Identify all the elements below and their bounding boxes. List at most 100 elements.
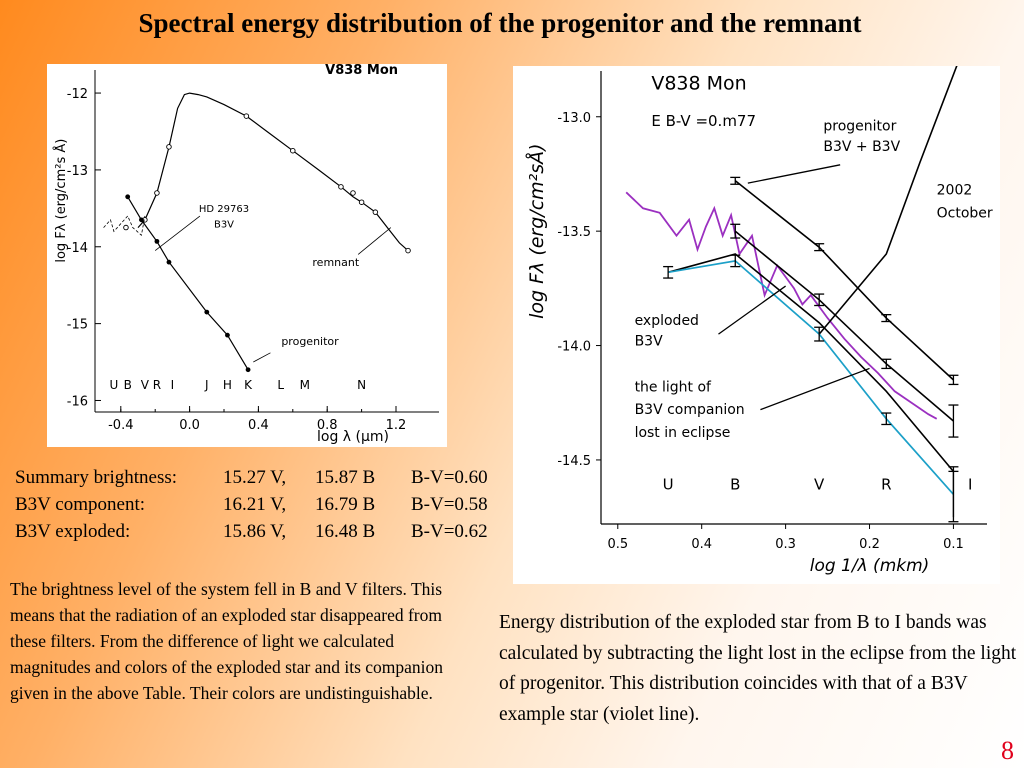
page-number: 8 [1001,736,1014,765]
chart-subtitle: E B-V =0.m77 [651,112,756,130]
y-tick-label: -13.5 [557,225,591,240]
remnant-point [338,184,344,190]
b3v-violet-curve [625,191,938,420]
progenitor-point [225,332,230,338]
x-tick-label: 0.0 [179,418,200,433]
band-label: R [153,378,161,392]
y-tick-label: -16 [67,394,88,409]
row-b: 15.87 B [315,467,376,488]
y-tick-label: -14 [67,241,88,256]
row-label: Summary brightness: [15,467,178,488]
annotation-remnant: remnant [312,256,359,269]
leader-exploded [718,285,786,335]
y-tick-label: -14.5 [557,454,591,469]
x-tick-label: 0.4 [248,418,269,433]
progenitor-point [245,367,251,373]
x-tick-label: 0.2 [859,537,880,552]
annotation-progenitor-leader [253,352,271,363]
row-label: B3V exploded: [15,521,131,542]
slide-title: Spectral energy distribution of the prog… [138,8,862,38]
row-bv: B-V=0.58 [411,494,488,515]
sed-chart-left: -0.4 0.0 0.4 0.8 1.2 -12 -13 -14 -15 -16 log λ (μm… [53,63,439,445]
band-label: I [171,378,175,392]
band-label: N [357,378,366,392]
annotation-exploded: exploded [635,313,699,329]
y-tick-label: -13.0 [557,111,591,126]
row-v: 15.27 V, [223,467,287,488]
x-tick-label: 0.3 [775,537,796,552]
band-label: B [124,378,132,392]
progenitor-point [166,259,172,265]
right-chart-panel: 0.5 0.4 0.3 0.2 0.1 -13.0 -13.5 -14.0 -14.5 log 1… [513,52,1000,584]
x-tick-label: 0.1 [943,537,964,552]
row-v: 16.21 V, [223,494,287,515]
remnant-point [166,144,172,150]
row-label: B3V component: [15,494,146,515]
annotation-remnant-leader [357,227,392,255]
band-label: R [881,476,891,494]
annotation-progenitor: progenitor [281,335,339,348]
annotation-b3v-b3v: B3V + B3V [823,139,900,155]
x-tick-label: 0.8 [317,418,338,433]
series-line-4 [818,52,963,335]
band-label: U [663,476,674,494]
y-tick-label: -12 [67,87,88,102]
summary-row: B3V component: 16.21 V, 16.79 B B-V=0.58 [15,491,488,518]
band-label: J [204,378,209,392]
progenitor-point [154,238,160,244]
annotation-exploded-b3v: B3V [635,334,664,350]
annotation-b3v-companion: B3V companion [635,402,745,418]
row-v: 15.86 V, [223,521,287,542]
remnant-point [405,247,411,254]
chart-title: V838 Mon [651,72,746,94]
hd29763-curve [103,215,146,236]
left-paragraph: The brightness level of the system fell … [10,579,444,703]
annotation-hd-leader [154,215,201,251]
y-axis-label: log Fλ (erg/cm²s Å) [53,139,69,263]
annotation-light-of: the light of [635,379,712,395]
row-b: 16.48 B [315,521,376,542]
band-label: K [244,378,253,392]
summary-row: B3V exploded: 15.86 V, 16.48 B B-V=0.62 [15,518,488,545]
leader-lost-light [760,367,870,411]
band-label: L [277,378,284,392]
x-axis-label: log 1/λ (mkm) [810,556,930,576]
band-label: V [141,378,150,392]
remnant-point [243,113,250,119]
band-label: B [730,476,740,494]
summary-row: Summary brightness: 15.27 V, 15.87 B B-V=0.… [15,464,488,491]
annotation-b3v: B3V [214,220,234,231]
remnant-curve [137,92,409,252]
annotation-october: October [937,205,993,221]
y-tick-label: -15 [67,318,88,333]
series-line-1 [734,230,954,422]
progenitor-point [125,194,131,200]
y-axis-label: log Fλ (erg/cm²sÅ) [525,143,548,318]
series-line-3 [667,253,955,472]
band-label: V [814,476,825,494]
remnant-point [290,147,296,154]
annotation-hd29763: HD 29763 [199,204,249,215]
remnant-point [372,209,379,215]
remnant-point [350,190,356,196]
x-tick-label: 0.5 [607,537,628,552]
progenitor-point [139,217,144,223]
y-tick-label: -13 [67,164,88,179]
progenitor-point [204,309,210,315]
band-label: U [110,378,119,392]
remnant-point [123,224,129,231]
chart-title: V838 Mon [325,64,398,78]
remnant-point [358,199,365,205]
y-tick-label: -14.0 [557,340,591,355]
remnant-point [154,190,160,196]
x-tick-label: 0.4 [691,537,712,552]
series-line-0 [734,180,954,381]
annotation-progenitor: progenitor [823,118,896,134]
left-chart-panel: -0.4 0.0 0.4 0.8 1.2 -12 -13 -14 -15 -16 log λ (μm… [47,63,447,447]
leader-progenitor [747,164,841,184]
x-axis-label: log λ (μm) [317,429,389,445]
annotation-lost-in-eclipse: lost in eclipse [635,425,731,441]
row-b: 16.79 B [315,494,376,515]
summary-table: Summary brightness: 15.27 V, 15.87 B B-V=0.… [15,464,488,545]
band-label: M [300,378,310,392]
